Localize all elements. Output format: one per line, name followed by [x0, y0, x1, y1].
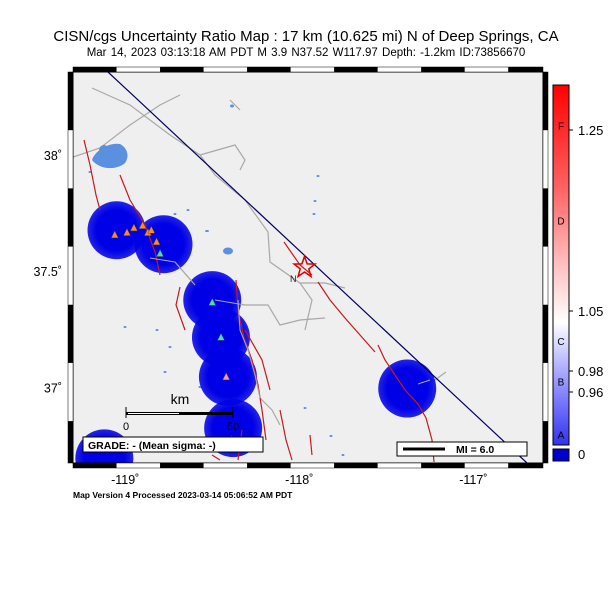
colorbar-grade-letter: F [558, 122, 564, 133]
station-triangle [147, 225, 156, 234]
station-triangle [208, 297, 217, 306]
lon-tick-label: -119˚ [111, 473, 139, 487]
state-boundary [107, 72, 528, 463]
colorbar-value-label: 0.98 [578, 364, 603, 379]
station-triangle [123, 228, 131, 236]
event-subtitle: Mar 14, 2023 03:13:18 AM PDT M 3.9 N37.5… [86, 47, 526, 59]
colorbar: 1.25 1.05 0.98 0.96 F D C B A 0 [552, 84, 603, 462]
colorbar-grade-letter: C [557, 337, 564, 348]
colorbar-value-label: 0.96 [578, 385, 603, 400]
scale-tick-50: 50 [227, 421, 239, 433]
station-triangle [222, 372, 231, 381]
lon-tick-label: -117˚ [459, 473, 487, 487]
roads [149, 257, 431, 399]
scale-bar: km 0 50 [123, 391, 239, 433]
colorbar-zero-label: 0 [578, 447, 585, 462]
map-land [73, 72, 543, 463]
processed-footer: Map Version 4 Processed 2023-03-14 05:06… [73, 490, 293, 500]
station-triangle [138, 221, 147, 229]
map-frame [67, 66, 549, 469]
colorbar-grade-letter: B [558, 378, 565, 389]
map-title: CISN/cgs Uncertainty Ratio Map : 17 km (… [53, 28, 559, 45]
grade-text: GRADE: - (Mean sigma: -) [88, 440, 216, 452]
epicenter-star [292, 254, 318, 279]
scale-title: km [171, 391, 190, 407]
station-triangle [130, 223, 138, 232]
station-markers [110, 221, 236, 443]
mi-legend: MI = 6.0 [396, 441, 528, 457]
mi-legend-text: MI = 6.0 [456, 444, 494, 456]
colorbar-grade-letter: A [558, 430, 565, 441]
station-triangle [152, 237, 161, 246]
faults [83, 139, 435, 463]
map-label: N [290, 274, 297, 284]
lat-tick-label: 37.5˚ [34, 265, 63, 279]
colorbar-value-label: 1.05 [578, 304, 603, 319]
grade-box: GRADE: - (Mean sigma: -) [82, 436, 264, 453]
lon-tick-label: -118˚ [285, 473, 313, 487]
scale-tick-0: 0 [123, 421, 129, 433]
uncertainty-blob [87, 201, 146, 260]
uncertainty-blob [378, 359, 437, 418]
lakes [88, 104, 345, 456]
colorbar-value-label: 1.25 [578, 123, 603, 138]
lat-tick-label: 38˚ [44, 149, 62, 163]
uncertainty-blob [134, 215, 193, 274]
station-triangle [156, 249, 164, 257]
axis-labels: 38˚ 37.5˚ 37˚ -119˚ -118˚ -117˚ [34, 149, 488, 487]
lat-tick-label: 37˚ [44, 382, 62, 396]
station-triangle [110, 230, 119, 239]
colorbar-grade-letter: D [557, 217, 564, 228]
station-triangle [217, 332, 225, 341]
